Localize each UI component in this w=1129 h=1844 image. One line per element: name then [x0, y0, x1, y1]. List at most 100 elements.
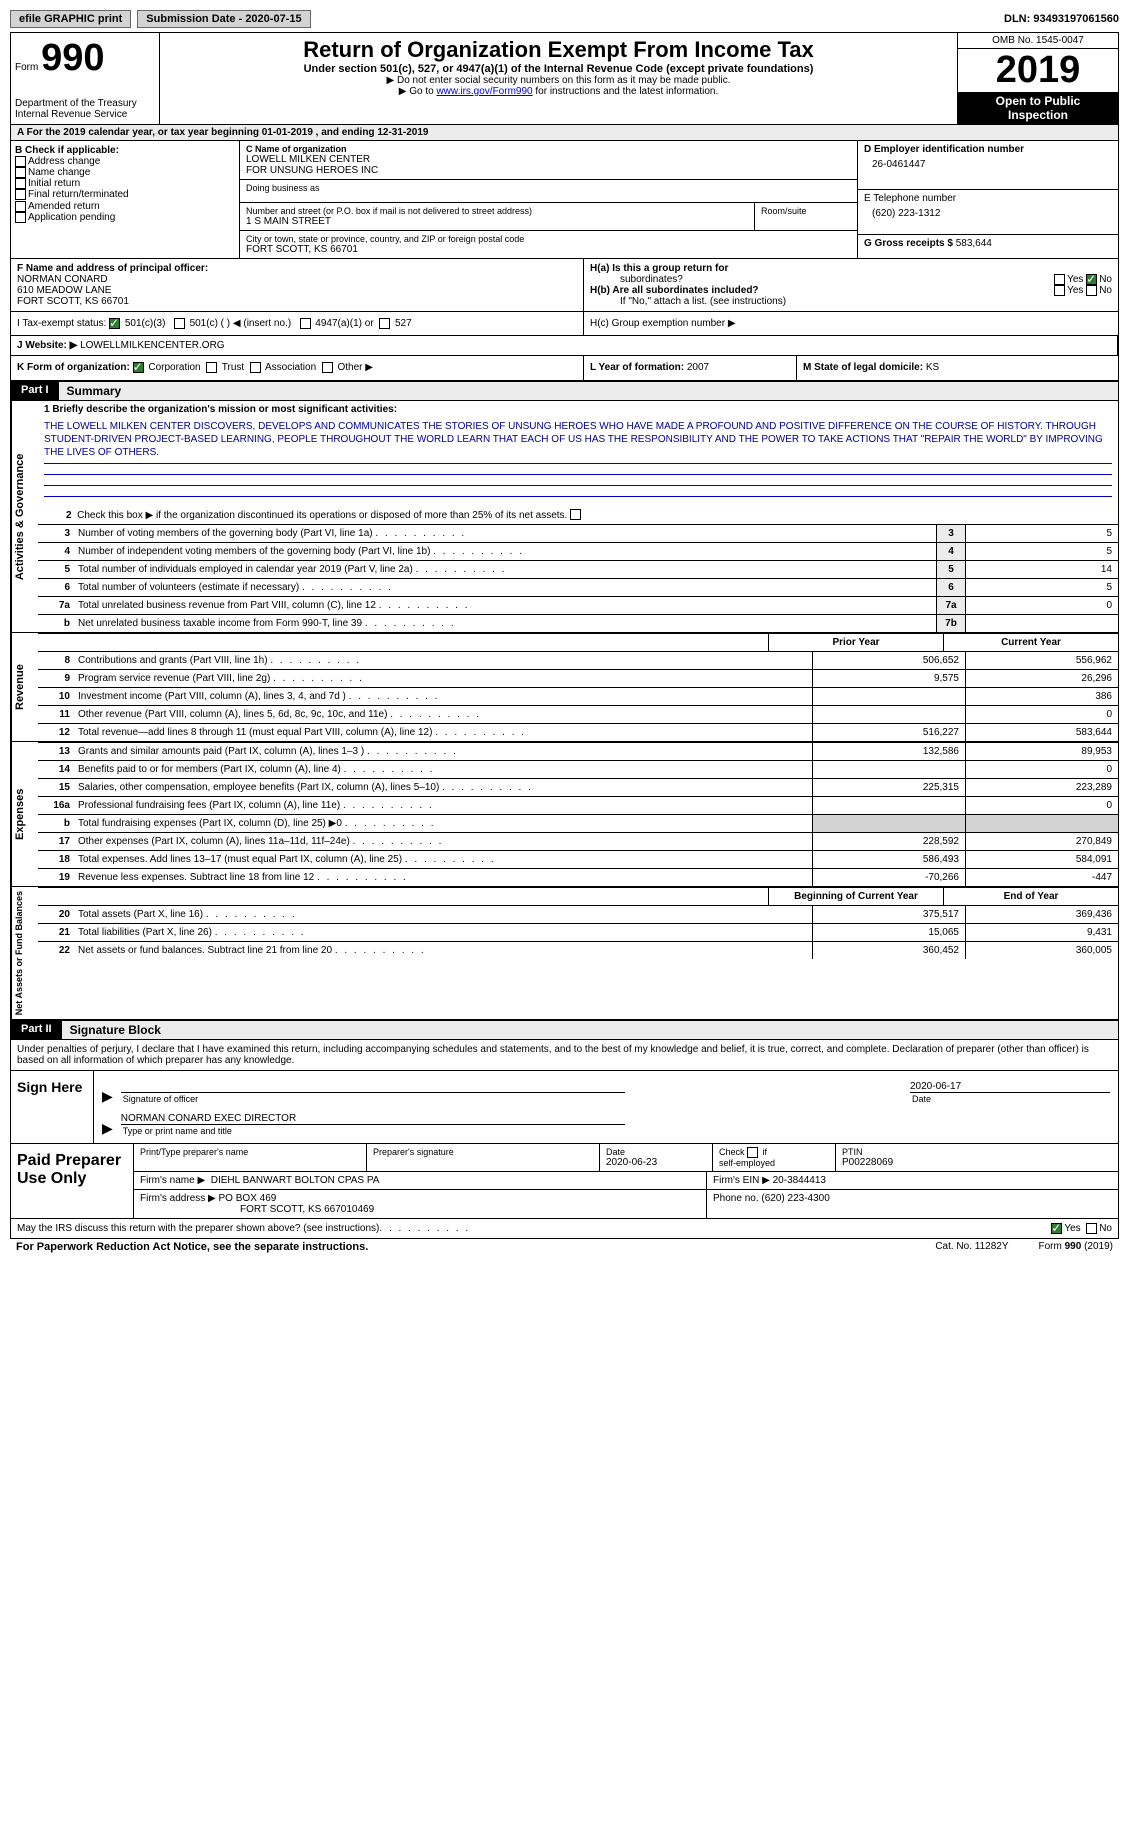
chk-527[interactable]: [379, 318, 390, 329]
line-desc: Net unrelated business taxable income fr…: [74, 615, 936, 632]
line-num: 15: [38, 779, 74, 796]
chk-501c3[interactable]: [109, 318, 120, 329]
chk-address-change[interactable]: [15, 156, 26, 167]
end-year-header: End of Year: [943, 888, 1118, 905]
officer-addr2: FORT SCOTT, KS 66701: [17, 296, 577, 307]
cat-number: Cat. No. 11282Y: [935, 1241, 1008, 1253]
current-value: 0: [965, 761, 1118, 778]
prior-value: -70,266: [812, 869, 965, 886]
chk-discuss-no[interactable]: [1086, 1223, 1097, 1234]
discuss-question: May the IRS discuss this return with the…: [17, 1223, 379, 1234]
sign-here-label: Sign Here: [11, 1071, 93, 1143]
line-box: 6: [936, 579, 966, 596]
officer-name: NORMAN CONARD: [17, 274, 577, 285]
current-value: [965, 815, 1118, 832]
line-num: b: [38, 615, 74, 632]
prior-value: 586,493: [812, 851, 965, 868]
line-value: 5: [966, 579, 1118, 596]
prior-value: [812, 688, 965, 705]
line-desc: Revenue less expenses. Subtract line 18 …: [74, 869, 812, 886]
chk-ha-no[interactable]: [1086, 274, 1097, 285]
tax-year: 2019: [958, 49, 1118, 92]
chk-trust[interactable]: [206, 362, 217, 373]
type-name-label: Type or print name and title: [121, 1124, 625, 1137]
line-value: [966, 615, 1118, 632]
room-label: Room/suite: [761, 206, 851, 216]
current-value: 223,289: [965, 779, 1118, 796]
line-desc: Benefits paid to or for members (Part IX…: [74, 761, 812, 778]
line-box: 5: [936, 561, 966, 578]
f-officer-label: F Name and address of principal officer:: [17, 263, 577, 274]
line-num: 11: [38, 706, 74, 723]
chk-discontinued[interactable]: [570, 509, 581, 520]
line-num: 12: [38, 724, 74, 741]
instr-no-ssn: ▶ Do not enter social security numbers o…: [168, 75, 949, 86]
prior-value: 375,517: [812, 906, 965, 923]
current-value: 89,953: [965, 743, 1118, 760]
chk-name-change[interactable]: [15, 167, 26, 178]
firm-ein: 20-3844413: [773, 1175, 826, 1186]
line-desc: Program service revenue (Part VIII, line…: [74, 670, 812, 687]
topbar: efile GRAPHIC print Submission Date - 20…: [10, 8, 1119, 32]
current-value: 556,962: [965, 652, 1118, 669]
firm-phone: (620) 223-4300: [761, 1193, 829, 1204]
line-desc: Total number of individuals employed in …: [74, 561, 936, 578]
current-value: 270,849: [965, 833, 1118, 850]
chk-assoc[interactable]: [250, 362, 261, 373]
line-desc: Number of voting members of the governin…: [74, 525, 936, 542]
addr-label: Number and street (or P.O. box if mail i…: [246, 206, 748, 216]
chk-initial-return[interactable]: [15, 178, 26, 189]
form-title: Return of Organization Exempt From Incom…: [168, 37, 949, 63]
sig-date-label: Date: [910, 1092, 1110, 1105]
firm-addr1: PO BOX 469: [219, 1193, 277, 1204]
current-value: 0: [965, 706, 1118, 723]
line-desc: Other expenses (Part IX, column (A), lin…: [74, 833, 812, 850]
e-phone-label: E Telephone number: [864, 193, 1112, 204]
sig-date-value: 2020-06-17: [910, 1081, 1110, 1092]
chk-discuss-yes[interactable]: [1051, 1223, 1062, 1234]
irs-link[interactable]: www.irs.gov/Form990: [436, 86, 532, 97]
line-desc: Contributions and grants (Part VIII, lin…: [74, 652, 812, 669]
prior-value: [812, 706, 965, 723]
c-name-label: C Name of organization: [246, 144, 851, 154]
line-value: 14: [966, 561, 1118, 578]
prior-value: 132,586: [812, 743, 965, 760]
chk-501c[interactable]: [174, 318, 185, 329]
chk-other[interactable]: [322, 362, 333, 373]
chk-4947[interactable]: [300, 318, 311, 329]
chk-app-pending[interactable]: [15, 212, 26, 223]
chk-amended[interactable]: [15, 201, 26, 212]
paperwork-notice: For Paperwork Reduction Act Notice, see …: [16, 1241, 368, 1253]
instr-goto: ▶ Go to www.irs.gov/Form990 for instruct…: [168, 86, 949, 97]
current-value: 386: [965, 688, 1118, 705]
chk-hb-yes[interactable]: [1054, 285, 1065, 296]
line-value: 0: [966, 597, 1118, 614]
line-desc: Total fundraising expenses (Part IX, col…: [74, 815, 812, 832]
signature-arrow-icon: ▶: [102, 1088, 113, 1105]
current-year-header: Current Year: [943, 634, 1118, 651]
paid-preparer-label: Paid Preparer Use Only: [11, 1144, 133, 1218]
form-version: Form 990 (2019): [1039, 1241, 1113, 1253]
chk-ha-yes[interactable]: [1054, 274, 1065, 285]
chk-hb-no[interactable]: [1086, 285, 1097, 296]
line-value: 5: [966, 543, 1118, 560]
line-num: 18: [38, 851, 74, 868]
line-num: 3: [38, 525, 74, 542]
line-num: 6: [38, 579, 74, 596]
line-num: 5: [38, 561, 74, 578]
prior-value: 506,652: [812, 652, 965, 669]
line-desc: Professional fundraising fees (Part IX, …: [74, 797, 812, 814]
chk-self-employed[interactable]: [747, 1147, 758, 1158]
dln: DLN: 93493197061560: [1004, 13, 1119, 25]
city-value: FORT SCOTT, KS 66701: [246, 244, 851, 255]
section-b: B Check if applicable: Address change Na…: [11, 141, 240, 258]
side-net-assets: Net Assets or Fund Balances: [11, 887, 38, 1019]
chk-corp[interactable]: [133, 362, 144, 373]
efile-button[interactable]: efile GRAPHIC print: [10, 10, 131, 28]
officer-addr1: 610 MEADOW LANE: [17, 285, 577, 296]
chk-final-return[interactable]: [15, 189, 26, 200]
side-expenses: Expenses: [11, 742, 38, 886]
open-inspection: Open to PublicInspection: [958, 92, 1118, 124]
part2-header: Part II Signature Block: [10, 1020, 1119, 1040]
prior-value: 225,315: [812, 779, 965, 796]
